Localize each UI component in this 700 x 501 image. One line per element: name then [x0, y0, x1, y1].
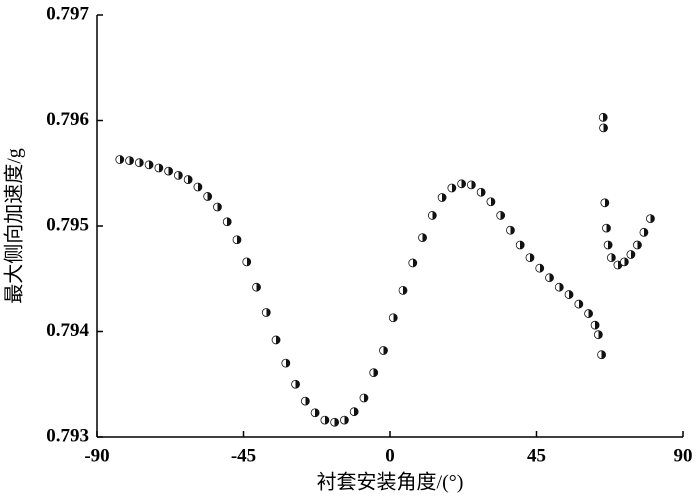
x-tick-label: -45 — [231, 445, 256, 466]
point — [252, 282, 261, 292]
point — [466, 180, 476, 190]
point — [398, 285, 408, 295]
point — [496, 211, 506, 220]
point — [164, 166, 174, 176]
point — [359, 393, 369, 403]
y-axis-label: 最大侧向加速度/g — [3, 148, 26, 304]
point — [427, 211, 437, 220]
y-tick-label: 0.796 — [46, 109, 89, 130]
point — [626, 250, 636, 259]
point — [447, 183, 457, 193]
point — [646, 214, 655, 224]
point — [349, 407, 359, 417]
point — [340, 415, 349, 425]
point — [310, 408, 320, 418]
point — [574, 299, 584, 309]
point — [144, 160, 154, 170]
point — [271, 335, 281, 345]
point — [369, 368, 379, 378]
point — [554, 282, 564, 292]
point — [154, 163, 164, 173]
point — [115, 155, 125, 164]
point — [173, 170, 183, 180]
x-axis-label: 衬套安装角度/(°) — [317, 471, 464, 494]
point — [584, 309, 593, 318]
point — [633, 240, 642, 250]
point — [620, 257, 629, 267]
point — [598, 112, 608, 122]
y-tick-label: 0.793 — [46, 425, 89, 446]
point — [134, 158, 144, 168]
point — [593, 330, 603, 340]
point — [515, 240, 525, 250]
point — [222, 217, 232, 227]
point — [639, 227, 649, 237]
point — [600, 198, 610, 208]
y-tick-label: 0.794 — [46, 320, 89, 341]
point — [379, 346, 388, 355]
y-tick-label: 0.797 — [46, 3, 89, 24]
point — [564, 290, 574, 299]
point — [213, 202, 222, 212]
point — [599, 123, 608, 133]
point — [330, 417, 340, 427]
point — [320, 415, 330, 425]
point — [408, 258, 418, 268]
point — [193, 182, 203, 192]
point — [281, 358, 291, 368]
point — [525, 253, 535, 263]
point — [232, 235, 242, 245]
point — [606, 253, 616, 263]
x-tick-label: 90 — [674, 445, 693, 466]
point — [486, 197, 496, 207]
point — [457, 179, 467, 189]
point — [242, 257, 252, 267]
point — [603, 240, 613, 250]
point — [437, 193, 447, 202]
point — [203, 192, 213, 201]
point — [590, 320, 600, 330]
point — [602, 223, 611, 233]
y-tick-label: 0.795 — [46, 214, 89, 235]
x-tick-label: -90 — [84, 445, 109, 466]
point — [388, 313, 398, 323]
point — [183, 175, 193, 184]
point — [597, 350, 607, 360]
point — [125, 156, 134, 165]
x-tick-label: 0 — [385, 445, 395, 466]
point — [506, 225, 515, 235]
point — [545, 273, 554, 283]
point — [291, 379, 300, 389]
x-tick-label: 45 — [527, 445, 546, 466]
point — [261, 308, 271, 317]
point — [418, 233, 427, 243]
point — [300, 396, 310, 406]
point — [476, 187, 486, 197]
point — [535, 263, 545, 273]
